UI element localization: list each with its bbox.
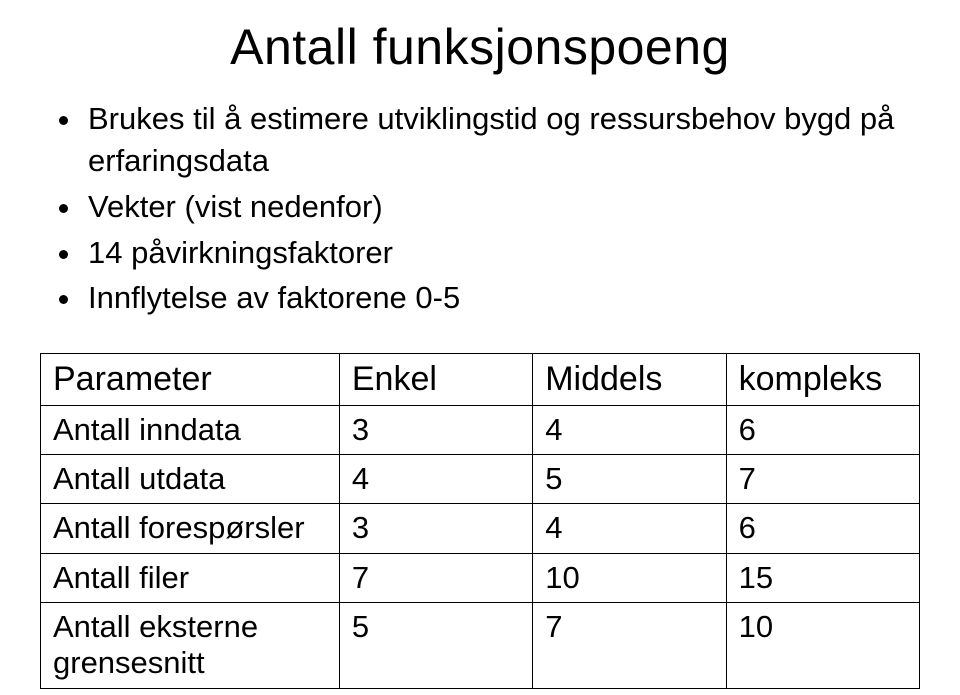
table-cell: 7 <box>533 602 726 688</box>
table-header-cell: kompleks <box>726 354 919 406</box>
table-cell: Antall filer <box>41 553 340 602</box>
table-cell: Antall inndata <box>41 406 340 455</box>
table-cell: 10 <box>726 602 919 688</box>
table-row: Antall utdata 4 5 7 <box>41 455 920 504</box>
table-row: Antall filer 7 10 15 <box>41 553 920 602</box>
table-cell: 15 <box>726 553 919 602</box>
table-cell: 7 <box>339 553 532 602</box>
table-cell: 4 <box>339 455 532 504</box>
table-cell: Antall forespørsler <box>41 504 340 554</box>
table-cell: 10 <box>533 553 726 602</box>
table-header-cell: Enkel <box>339 354 532 406</box>
table-cell: 3 <box>339 406 532 455</box>
bullet-item: Vekter (vist nedenfor) <box>84 186 920 228</box>
bullet-item: Innflytelse av faktorene 0-5 <box>84 277 920 319</box>
slide: Antall funksjonspoeng Brukes til å estim… <box>0 0 960 695</box>
table-header-cell: Parameter <box>41 354 340 406</box>
table-row: Antall forespørsler 3 4 6 <box>41 504 920 554</box>
table-cell: 4 <box>533 406 726 455</box>
table-row: Antall inndata 3 4 6 <box>41 406 920 455</box>
table-cell: 7 <box>726 455 919 504</box>
table-cell: 3 <box>339 504 532 554</box>
bullet-item: 14 påvirkningsfaktorer <box>84 232 920 274</box>
table-cell: 6 <box>726 406 919 455</box>
table-cell: Antall eksterne grensesnitt <box>41 602 340 688</box>
weights-table: Parameter Enkel Middels kompleks Antall … <box>40 353 920 689</box>
table-cell: 5 <box>339 602 532 688</box>
bullet-list: Brukes til å estimere utviklingstid og r… <box>52 98 920 319</box>
table-row: Antall eksterne grensesnitt 5 7 10 <box>41 602 920 688</box>
table-header-cell: Middels <box>533 354 726 406</box>
table-cell: 6 <box>726 504 919 554</box>
table-cell: Antall utdata <box>41 455 340 504</box>
table-cell: 4 <box>533 504 726 554</box>
bullet-item: Brukes til å estimere utviklingstid og r… <box>84 98 920 182</box>
table-header-row: Parameter Enkel Middels kompleks <box>41 354 920 406</box>
page-title: Antall funksjonspoeng <box>40 18 920 76</box>
table-cell: 5 <box>533 455 726 504</box>
